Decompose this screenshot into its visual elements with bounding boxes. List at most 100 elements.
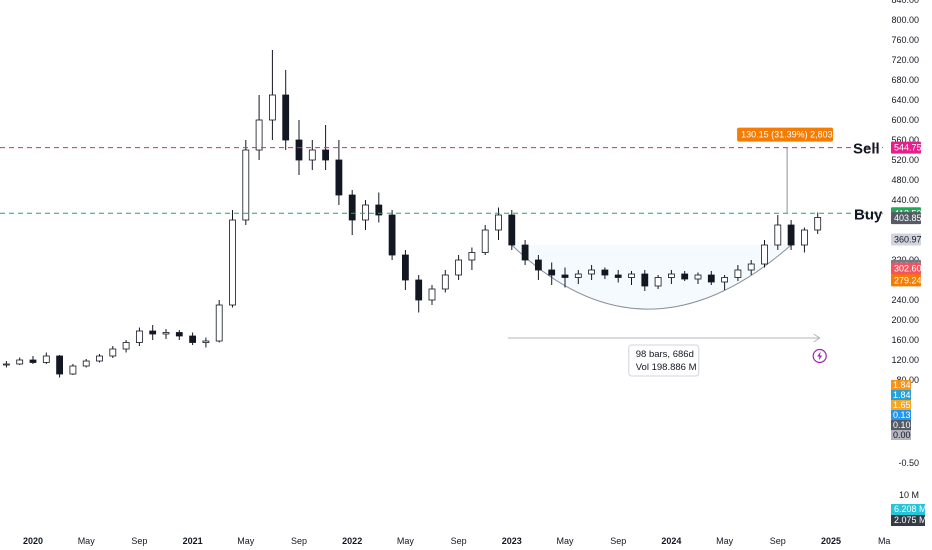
candle-body [401, 254, 409, 281]
time-tick: Sep [451, 536, 467, 546]
candle-body [242, 149, 250, 221]
price-tick: 840.00 [891, 0, 919, 5]
candle-body [2, 363, 10, 366]
candle-body [348, 194, 356, 221]
price-tick: 440.00 [891, 195, 919, 205]
candle-body [175, 332, 183, 337]
candle-body [681, 273, 689, 280]
candle-body [388, 214, 396, 256]
price-tick: 560.00 [891, 135, 919, 145]
candle-body [135, 330, 143, 343]
measure-badge[interactable]: 130.15 (31.39%) 2,803 [737, 127, 834, 142]
candle-body [215, 304, 223, 342]
candle-body [814, 217, 822, 231]
candle-body [42, 355, 50, 363]
volume-badge-text: 2.075 M [894, 515, 927, 525]
price-tick: 800.00 [891, 15, 919, 25]
candle-body [508, 214, 516, 246]
indicator-badge [891, 390, 911, 400]
candle-body [535, 259, 542, 271]
indicator-badge [891, 410, 911, 420]
price-badge-text: 302.60 [894, 264, 922, 274]
candle-body [415, 279, 423, 301]
time-tick: May [397, 536, 415, 546]
candle-body [734, 269, 742, 278]
candle-body [335, 159, 343, 196]
cup-pattern-arc [511, 244, 792, 310]
time-tick: 2024 [661, 536, 681, 546]
price-axis[interactable]: 840.00 800.00 760.00 720.00 680.00 640.00 600.… [891, 0, 919, 385]
level-badge [891, 141, 921, 154]
candle-body [654, 277, 662, 287]
candle-body [787, 224, 795, 246]
indicator-axis[interactable]: 1.841.841.650.130.100.00-0.50 [891, 380, 919, 468]
candle-body [548, 269, 556, 276]
candle-body [601, 269, 609, 276]
price-badge [891, 274, 921, 287]
indicator-badge [891, 420, 911, 430]
price-badge [891, 212, 921, 225]
price-tick: 520.00 [891, 155, 919, 165]
indicator-badge-text: 0.13 [893, 410, 911, 420]
candle-body [801, 229, 808, 246]
candle-body [561, 274, 569, 278]
candle-body [707, 274, 715, 283]
range-volume-text: Vol 198.886 M [636, 362, 697, 373]
indicator-badge-text: 1.84 [893, 380, 911, 390]
candle-body [308, 149, 316, 161]
candle-body [428, 288, 436, 301]
time-tick: Sep [131, 536, 147, 546]
candle-body [694, 274, 702, 280]
candle-body [761, 244, 768, 265]
price-tick: 480.00 [891, 175, 919, 185]
time-axis[interactable]: 2020 May Sep 2021 May Sep 2022 May Sep 2023 May Sep… [23, 536, 890, 546]
candle-body [255, 119, 263, 151]
candle-body [268, 94, 276, 121]
indicator-badge [891, 430, 911, 440]
candle-body [774, 224, 782, 246]
date-range-tool[interactable]: 98 bars, 686d Vol 198.886 M [507, 333, 821, 377]
indicator-tick: -0.50 [898, 458, 919, 468]
price-tick: 160.00 [891, 335, 919, 345]
candle-body [441, 274, 449, 290]
candle-body [109, 348, 117, 357]
volume-axis[interactable]: 10 M 6.208 M2.075 M [891, 490, 927, 526]
candle-body [282, 94, 290, 141]
candle-body [574, 273, 582, 278]
candle-body [588, 269, 595, 275]
time-tick: 2020 [23, 536, 43, 546]
price-tick: 240.00 [891, 295, 919, 305]
candle-body [668, 273, 675, 278]
candle-body [468, 252, 476, 261]
buy-label: Buy [854, 206, 883, 223]
candle-body [322, 149, 330, 161]
time-tick: May [716, 536, 734, 546]
time-tick: 2023 [502, 536, 522, 546]
candle-body [375, 204, 383, 216]
candle-body [122, 342, 130, 350]
volume-badge-text: 6.208 M [894, 504, 927, 514]
candle-body [202, 340, 210, 343]
candle-body [229, 219, 236, 306]
candle-body [162, 332, 170, 335]
lightning-icon[interactable] [812, 348, 827, 364]
candle-body [747, 263, 755, 271]
candle-body [721, 277, 728, 283]
candle-body [455, 259, 463, 276]
volume-badge [891, 504, 925, 515]
candle-body [96, 355, 103, 362]
time-tick: May [237, 536, 255, 546]
price-tick: 640.00 [891, 95, 919, 105]
price-badge-text: 403.85 [894, 213, 922, 223]
time-tick: 2022 [342, 536, 362, 546]
indicator-badge-text: 0.10 [893, 420, 911, 430]
time-tick: May [78, 536, 96, 546]
candle-body [481, 229, 489, 253]
time-tick: 2021 [183, 536, 203, 546]
candle-body [641, 273, 649, 287]
price-tick: 680.00 [891, 75, 919, 85]
range-bars-text: 98 bars, 686d [636, 349, 694, 360]
candle-body [189, 335, 197, 343]
sell-label: Sell [853, 141, 880, 158]
